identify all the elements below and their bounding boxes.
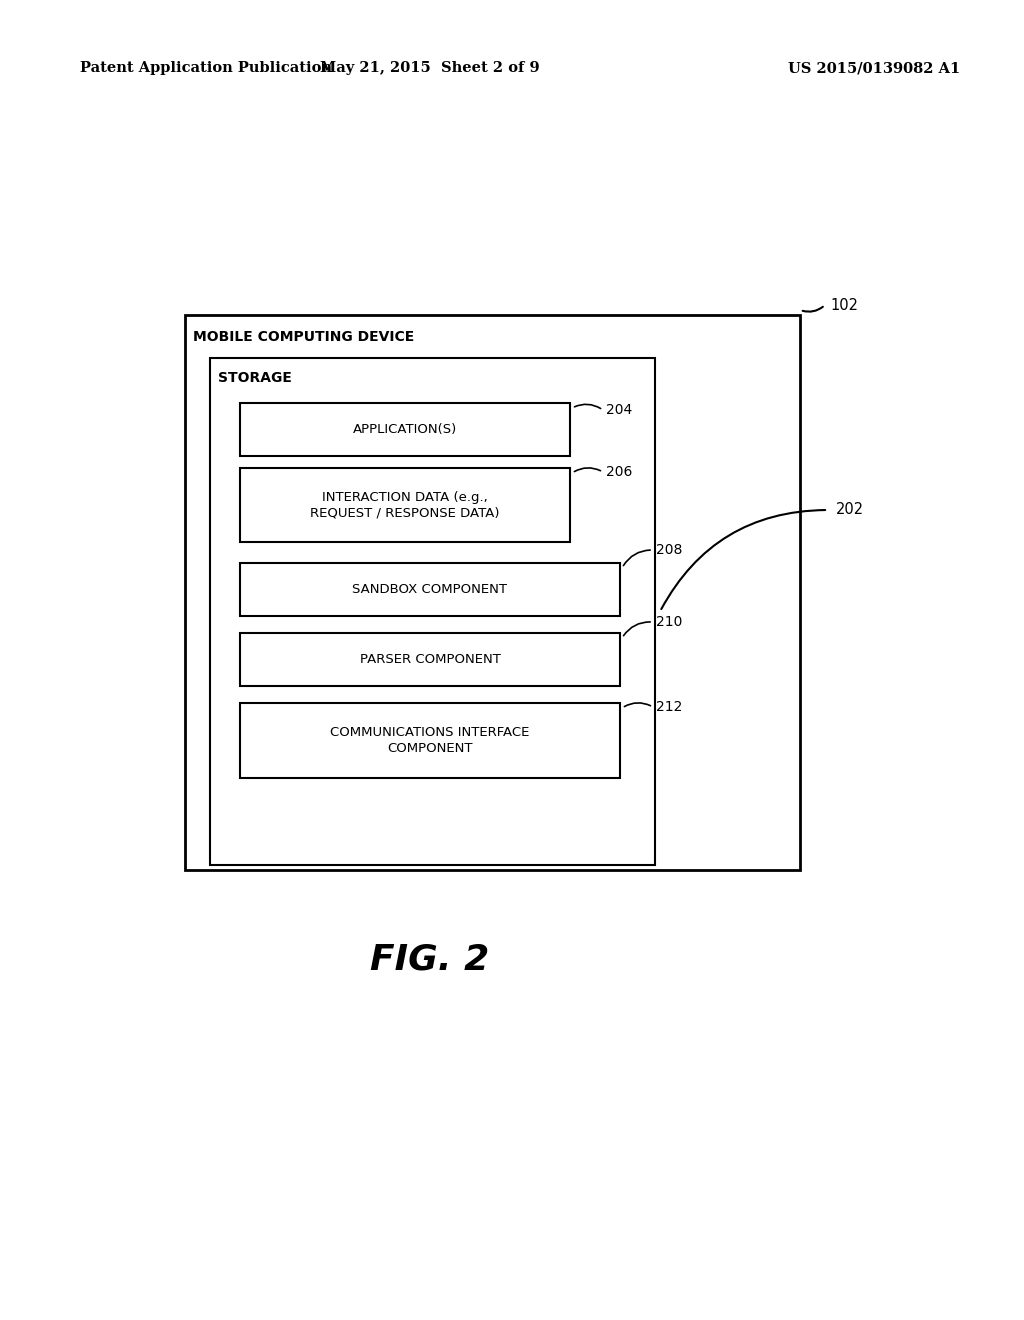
Text: APPLICATION(S): APPLICATION(S) [353, 422, 457, 436]
Bar [240, 469, 570, 543]
Text: 204: 204 [606, 403, 632, 417]
Text: May 21, 2015  Sheet 2 of 9: May 21, 2015 Sheet 2 of 9 [321, 61, 540, 75]
Bar [185, 315, 800, 870]
Text: MOBILE COMPUTING DEVICE: MOBILE COMPUTING DEVICE [193, 330, 415, 345]
Text: US 2015/0139082 A1: US 2015/0139082 A1 [787, 61, 961, 75]
Text: STORAGE: STORAGE [218, 371, 292, 385]
Text: 208: 208 [656, 543, 682, 557]
Text: PARSER COMPONENT: PARSER COMPONENT [359, 653, 501, 667]
Text: Patent Application Publication: Patent Application Publication [80, 61, 332, 75]
Text: FIG. 2: FIG. 2 [371, 942, 489, 977]
Text: 212: 212 [656, 700, 682, 714]
Text: 202: 202 [836, 503, 864, 517]
Bar [240, 704, 620, 777]
Bar [210, 358, 655, 865]
Bar [240, 634, 620, 686]
Text: 102: 102 [830, 297, 858, 313]
Bar [240, 403, 570, 455]
Text: INTERACTION DATA (e.g.,
REQUEST / RESPONSE DATA): INTERACTION DATA (e.g., REQUEST / RESPON… [310, 491, 500, 519]
Text: 206: 206 [606, 465, 633, 479]
Text: COMMUNICATIONS INTERFACE
COMPONENT: COMMUNICATIONS INTERFACE COMPONENT [331, 726, 529, 755]
Text: 210: 210 [656, 615, 682, 630]
Text: SANDBOX COMPONENT: SANDBOX COMPONENT [352, 583, 508, 597]
Bar [240, 564, 620, 616]
